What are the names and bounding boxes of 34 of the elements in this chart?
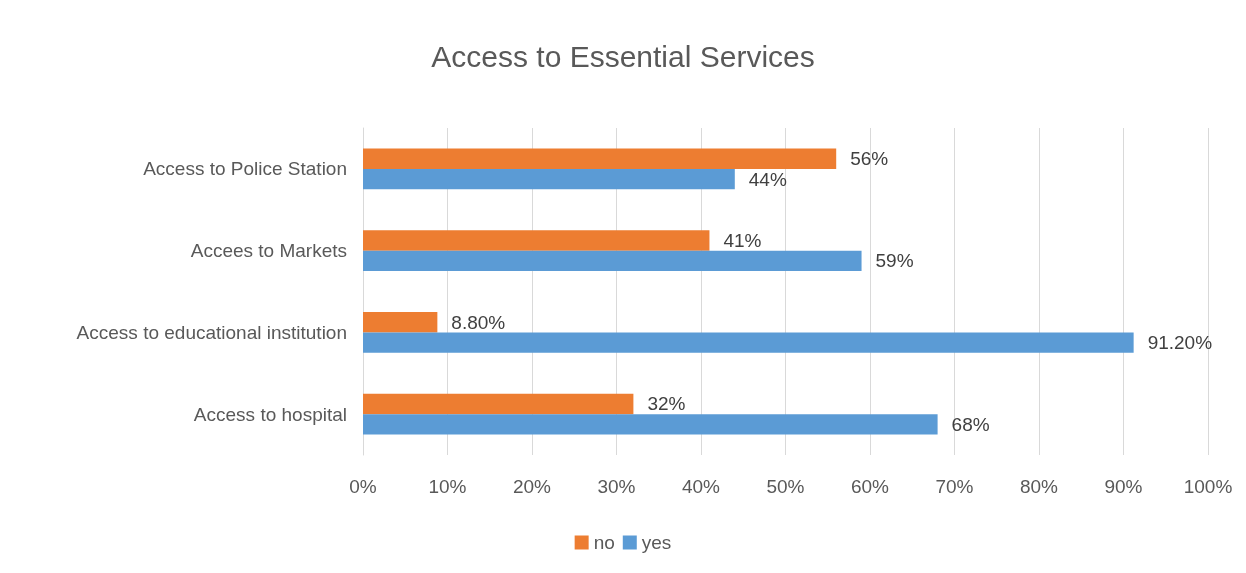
bar — [363, 393, 634, 415]
x-tick-label: 50% — [766, 476, 805, 497]
data-label: 91.20% — [1147, 332, 1213, 354]
data-label: 59% — [875, 250, 914, 272]
x-tick-label: 40% — [681, 476, 721, 497]
x-tick-label: 10% — [428, 476, 467, 497]
bar — [363, 250, 862, 272]
bar — [363, 311, 438, 333]
y-tick-label: Access to hospital — [193, 403, 347, 425]
x-tick-label: 70% — [935, 476, 974, 497]
data-label: 68% — [951, 413, 990, 435]
data-label: 32% — [647, 393, 686, 415]
bar — [363, 414, 938, 435]
legend-label: no — [593, 532, 615, 553]
bar — [363, 168, 735, 190]
data-label: 44% — [748, 168, 787, 190]
x-tick-label: 80% — [1019, 476, 1059, 497]
x-tick-label: 30% — [597, 476, 636, 497]
data-label: 56% — [850, 148, 889, 170]
x-tick-label: 0% — [349, 476, 377, 497]
x-tick-label: 100% — [1183, 476, 1233, 497]
chart-title: Access to Essential Services — [431, 39, 815, 73]
bar — [363, 148, 837, 169]
x-tick-label: 90% — [1104, 476, 1143, 497]
data-label: 41% — [723, 229, 762, 251]
bar — [363, 332, 1134, 353]
y-tick-label: Accees to Markets — [190, 240, 347, 262]
y-tick-label: Access to educational institution — [76, 321, 347, 343]
legend-label: yes — [641, 532, 672, 553]
bar — [363, 230, 710, 251]
x-tick-label: 20% — [512, 476, 552, 497]
y-tick-label: Access to Police Station — [143, 158, 347, 180]
x-tick-label: 60% — [850, 476, 890, 497]
data-label: 8.80% — [451, 311, 506, 333]
